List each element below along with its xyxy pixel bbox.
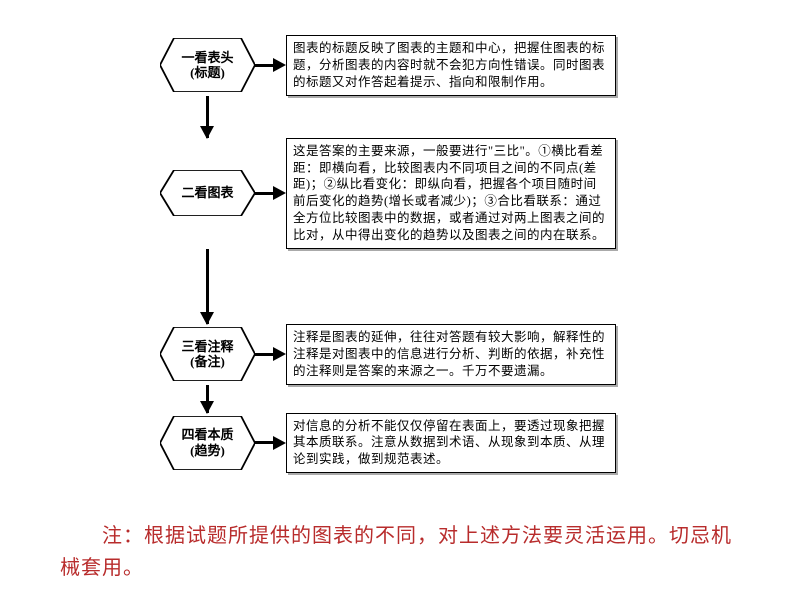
hex-label: 三看注释(备注) (181, 339, 233, 370)
h-arrow-icon (255, 186, 286, 200)
desc-box-1: 图表的标题反映了图表的主题和中心，把握住图表的标题，分析图表的内容时就不会犯方向… (286, 35, 616, 96)
flowchart-container: 一看表头(标题) 图表的标题反映了图表的主题和中心，把握住图表的标题，分析图表的内… (160, 35, 720, 473)
hex-node-3: 三看注释(备注) (160, 327, 255, 381)
hex-label: 二看图表 (181, 185, 233, 201)
h-arrow-icon (255, 436, 286, 450)
footnote-text: 注：根据试题所提供的图表的不同，对上述方法要灵活运用。切忌机械套用。 (60, 520, 740, 584)
h-arrow-icon (255, 58, 286, 72)
hex-node-2: 二看图表 (160, 170, 255, 216)
hex-label: 四看本质(趋势) (181, 427, 233, 458)
desc-box-4: 对信息的分析不能仅仅停留在表面上，要透过现象把握其本质联系。注意从数据到术语、从… (286, 413, 616, 474)
hex-node-1: 一看表头(标题) (160, 38, 255, 92)
v-arrow-icon (206, 249, 209, 324)
v-arrow-icon (206, 385, 209, 413)
flow-step-3: 三看注释(备注) 注释是图表的延伸，往往对答题有较大影响，解释性的注释是对图表中的… (160, 324, 720, 385)
h-arrow-icon (255, 347, 286, 361)
desc-box-3: 注释是图表的延伸，往往对答题有较大影响，解释性的注释是对图表中的信息进行分析、判… (286, 324, 616, 385)
v-arrow-icon (206, 96, 209, 138)
desc-box-2: 这是答案的主要来源，一般要进行"三比"。①横比看差距：即横向看，比较图表内不同项… (286, 138, 616, 249)
flow-step-2: 二看图表 这是答案的主要来源，一般要进行"三比"。①横比看差距：即横向看，比较图表… (160, 138, 720, 249)
flow-step-1: 一看表头(标题) 图表的标题反映了图表的主题和中心，把握住图表的标题，分析图表的内… (160, 35, 720, 96)
hex-node-4: 四看本质(趋势) (160, 416, 255, 470)
hex-label: 一看表头(标题) (181, 50, 233, 81)
flow-step-4: 四看本质(趋势) 对信息的分析不能仅仅停留在表面上，要透过现象把握其本质联系。注意… (160, 413, 720, 474)
